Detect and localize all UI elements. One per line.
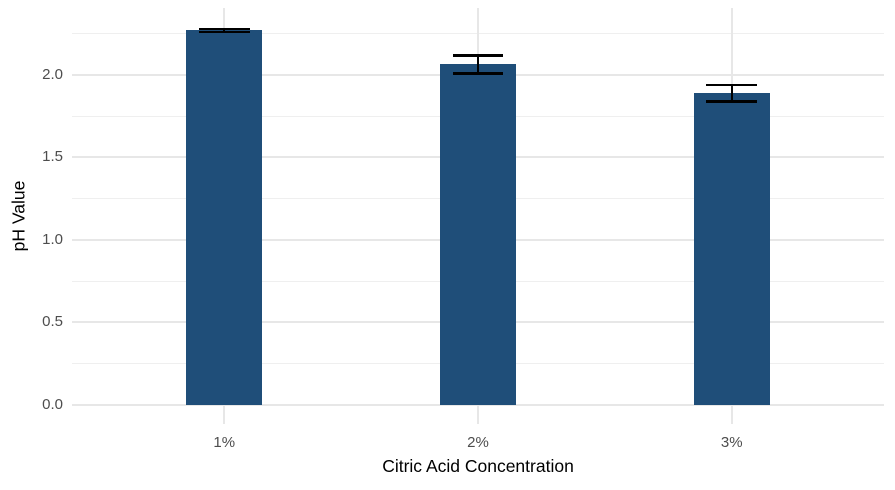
error-bar-cap-lower-3%	[706, 100, 758, 103]
x-tick-label: 3%	[720, 434, 743, 451]
bar-3%	[693, 93, 770, 406]
bar-1%	[186, 30, 263, 405]
error-bar-cap-lower-2%	[452, 72, 504, 75]
error-bar-3%	[730, 84, 733, 102]
x-tick-label: 1%	[213, 434, 236, 451]
x-tick-label: 2%	[467, 434, 489, 451]
error-bar-2%	[477, 55, 479, 74]
plot-panel	[72, 8, 884, 424]
y-tick-label: 0.5	[42, 313, 63, 331]
error-bar-cap-upper-2%	[452, 54, 504, 57]
y-tick-label: 1.0	[42, 230, 63, 248]
x-axis-title: Citric Acid Concentration	[382, 456, 574, 476]
error-bar-cap-lower-1%	[198, 30, 250, 34]
y-tick-label: 2.0	[42, 65, 63, 83]
y-tick-label: 1.5	[42, 148, 63, 166]
error-bar-cap-upper-1%	[198, 27, 250, 31]
error-bar-cap-upper-3%	[706, 83, 758, 87]
y-tick-label: 0.0	[42, 396, 63, 414]
error-bar-1%	[223, 28, 226, 32]
bar-2%	[439, 64, 517, 405]
